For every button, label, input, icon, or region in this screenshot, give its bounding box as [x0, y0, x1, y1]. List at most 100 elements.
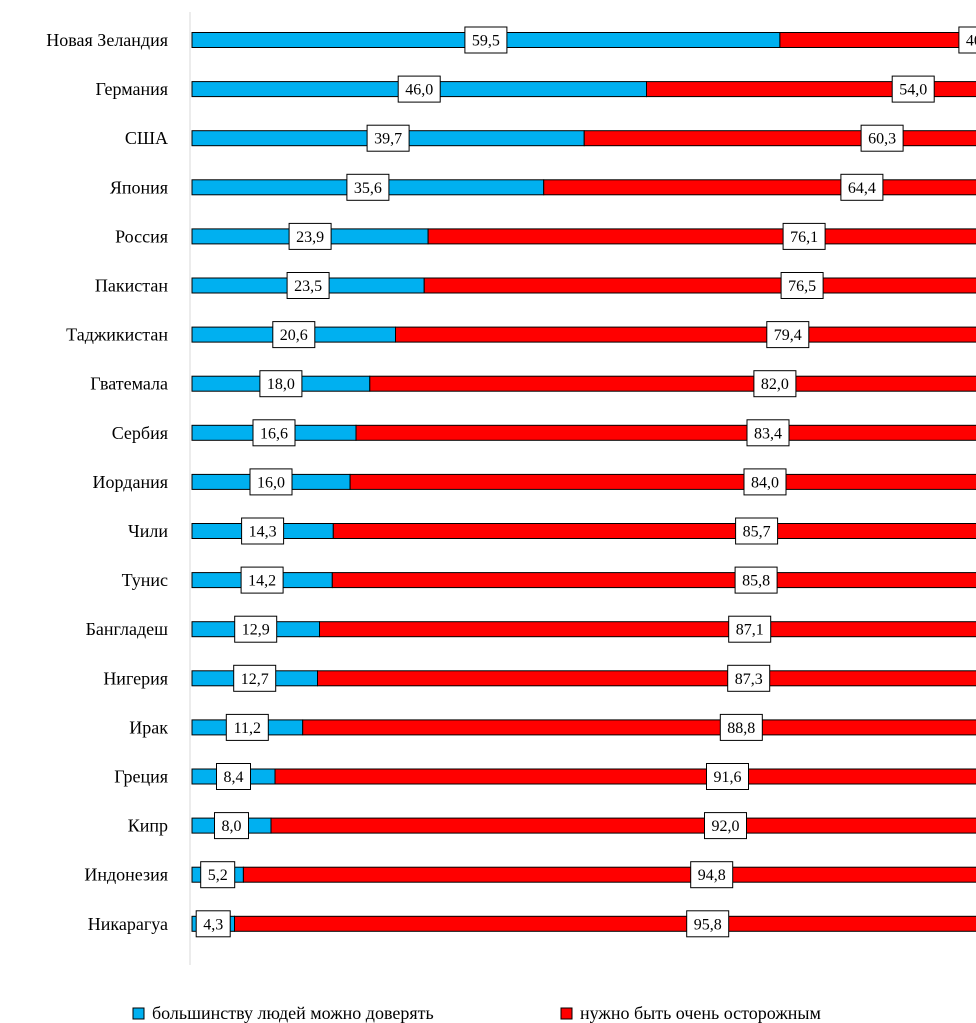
value-label-careful-6-box: [766, 321, 810, 349]
category-label-5: Пакистан: [95, 276, 168, 296]
value-label-trust-16: 8,0: [222, 818, 242, 835]
value-label-trust-11: 14,2: [248, 573, 276, 590]
value-label-trust-10-box: [241, 517, 285, 545]
value-label-careful-10-box: [735, 517, 779, 545]
value-label-trust-17-box: [200, 861, 236, 889]
value-label-trust-11-box: [240, 566, 284, 594]
bar-careful-16: [270, 817, 976, 834]
category-label-2: США: [125, 128, 168, 148]
category-label-14: Ирак: [129, 717, 168, 737]
category-labels: Новая Зеландия Германия США Япония Россия Пак…: [46, 30, 168, 934]
category-label-12: Бангладеш: [86, 619, 169, 639]
value-label-careful-10: 85,7: [743, 524, 771, 541]
value-label-trust-7-box: [259, 370, 303, 398]
value-label-careful-13: 87,3: [735, 671, 763, 688]
value-label-trust-7: 18,0: [267, 376, 295, 393]
category-label-8: Сербия: [112, 423, 168, 443]
bar-careful-13: [317, 670, 976, 687]
legend-swatch-careful: [560, 1007, 573, 1020]
bar-careful-3: [543, 179, 976, 196]
category-label-9: Иордания: [93, 472, 168, 492]
value-label-careful-18: 95,8: [694, 916, 722, 933]
legend-label-careful: нужно быть очень осторожным: [580, 1003, 821, 1023]
value-label-trust-4-box: [288, 222, 332, 250]
value-label-trust-6-box: [272, 321, 316, 349]
value-label-careful-15-box: [706, 763, 749, 790]
value-label-trust-8-box: [252, 419, 296, 447]
value-label-trust-15-box: [216, 763, 251, 790]
category-label-18: Никарагуа: [88, 914, 168, 934]
bar-careful-0: [779, 32, 976, 48]
bar-careful-8: [355, 424, 976, 441]
value-label-trust-9: 16,0: [257, 474, 285, 491]
value-label-trust-6: 20,6: [280, 327, 308, 344]
value-label-trust-13: 12,7: [241, 671, 269, 688]
value-label-trust-3: 35,6: [354, 180, 382, 197]
value-label-careful-1: 54,0: [899, 82, 927, 99]
category-label-11: Тунис: [122, 570, 168, 590]
value-label-careful-18-box: [686, 910, 730, 938]
bar-careful-12: [319, 621, 976, 638]
legend-swatch-trust: [132, 1007, 145, 1020]
value-label-trust-18-box: [195, 910, 231, 938]
value-label-trust-4: 23,9: [296, 229, 324, 246]
category-label-10: Чили: [128, 521, 168, 541]
bars-group: [191, 32, 976, 932]
value-label-trust-13-box: [233, 664, 277, 692]
value-label-trust-14-box: [225, 713, 269, 741]
category-label-1: Германия: [95, 79, 168, 99]
value-label-careful-12: 87,1: [736, 622, 764, 639]
value-label-trust-9-box: [249, 468, 293, 496]
value-label-careful-9-box: [743, 468, 787, 496]
legend: большинству людей можно доверять нужно б…: [132, 1003, 821, 1023]
category-label-13: Нигерия: [103, 668, 168, 688]
value-label-trust-8: 16,6: [260, 425, 288, 442]
value-label-trust-17: 5,2: [208, 867, 228, 884]
value-label-careful-0-box: [958, 26, 976, 54]
value-label-trust-5: 23,5: [294, 278, 322, 295]
value-label-trust-12-box: [234, 615, 278, 643]
value-label-trust-0: 59,5: [472, 33, 500, 50]
category-label-7: Гватемала: [90, 374, 168, 394]
bar-careful-2: [583, 130, 976, 147]
value-label-careful-16: 92,0: [712, 818, 740, 835]
value-label-trust-18: 4,3: [203, 916, 223, 933]
value-label-trust-12: 12,9: [242, 622, 270, 639]
value-label-careful-11: 85,8: [742, 573, 770, 590]
value-label-careful-8-box: [746, 419, 790, 447]
bar-careful-10: [332, 523, 976, 539]
value-label-trust-0-box: [464, 26, 508, 54]
value-label-careful-8: 83,4: [754, 425, 782, 442]
bar-careful-6: [395, 326, 976, 343]
value-label-careful-2: 60,3: [868, 131, 896, 148]
value-label-careful-3: 64,4: [848, 180, 876, 197]
value-label-careful-14: 88,8: [727, 720, 755, 737]
value-label-careful-7-box: [753, 370, 797, 398]
bar-careful-15: [274, 768, 976, 785]
bar-careful-11: [331, 572, 976, 589]
category-label-6: Таджикистан: [66, 325, 168, 345]
value-label-trust-14: 11,2: [234, 720, 261, 737]
value-label-careful-5: 76,5: [788, 278, 816, 295]
bar-careful-17: [242, 866, 976, 883]
value-label-trust-15: 8,4: [224, 769, 244, 786]
value-label-careful-1-box: [891, 75, 935, 103]
bar-careful-7: [369, 375, 976, 392]
value-label-careful-13-box: [727, 664, 771, 692]
bar-careful-14: [302, 719, 976, 736]
value-label-careful-7: 82,0: [761, 376, 789, 393]
value-label-trust-10: 14,3: [249, 524, 277, 541]
bar-careful-18: [234, 915, 976, 932]
value-label-careful-17-box: [690, 861, 734, 889]
value-label-careful-2-box: [860, 124, 904, 152]
value-label-careful-15: 91,6: [714, 769, 742, 786]
value-label-careful-5-box: [780, 272, 824, 299]
bar-careful-9: [349, 473, 976, 490]
value-label-careful-16-box: [704, 812, 747, 840]
value-label-careful-9: 84,0: [751, 474, 779, 491]
value-label-careful-14-box: [719, 713, 763, 741]
value-label-trust-3-box: [346, 173, 390, 201]
value-label-careful-0: 40,5: [966, 33, 976, 50]
value-labels: 59,5 40,5 46,0 54,0 39,7 60,3 35,6 64,4 23,9 76,1…: [195, 26, 976, 938]
